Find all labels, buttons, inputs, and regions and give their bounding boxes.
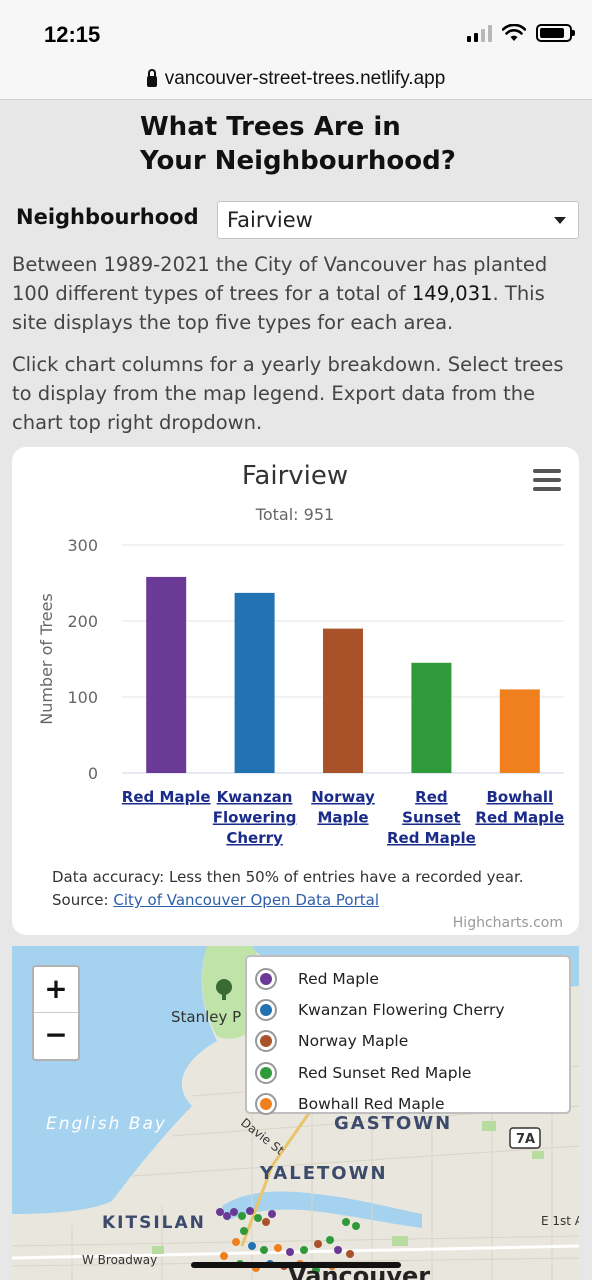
source-link[interactable]: City of Vancouver Open Data Portal: [113, 891, 380, 909]
x-tick-label[interactable]: Cherry: [226, 829, 283, 847]
bar-3: [411, 662, 452, 773]
zoom-out-button[interactable]: −: [44, 1018, 68, 1051]
legend-label: Red Maple: [298, 969, 379, 988]
intro-text-b: . This site displays the top five types …: [12, 282, 545, 334]
map-label-gastown: GASTOWN: [334, 1113, 452, 1134]
x-tick-label[interactable]: Red Maple: [475, 809, 564, 827]
intro-text-a: Between 1989-2021 the City of Vancouver …: [12, 253, 548, 305]
legend-label: Red Sunset Red Maple: [298, 1063, 472, 1082]
bar-1: [234, 592, 275, 773]
legend-item[interactable]: Bowhall Red Maple: [255, 1089, 569, 1120]
legend-radio-icon[interactable]: [255, 1030, 277, 1053]
chart-title: Fairview: [242, 461, 348, 491]
page-title-line-1: What Trees Are in: [140, 112, 401, 142]
map-label-davie-st: Davie St: [238, 1115, 287, 1157]
total-trees-count: 149,031: [411, 282, 493, 305]
x-tick-label[interactable]: Flowering: [213, 809, 297, 827]
x-tick-label[interactable]: Red: [415, 788, 447, 806]
bar-0: [146, 576, 187, 773]
y-tick-label: 300: [67, 536, 98, 555]
x-tick-label[interactable]: Maple: [317, 809, 368, 827]
home-indicator: [191, 1262, 401, 1268]
highcharts-credits[interactable]: Highcharts.com: [452, 915, 563, 931]
status-time: 12:15: [44, 22, 101, 47]
legend-label: Bowhall Red Maple: [298, 1095, 445, 1114]
intro-paragraph: Between 1989-2021 the City of Vancouver …: [12, 250, 582, 337]
legend-item[interactable]: Red Sunset Red Maple: [255, 1057, 569, 1088]
y-tick-label: 0: [88, 764, 98, 783]
map-label-e-1st: E 1st A: [541, 1214, 579, 1228]
address-bar[interactable]: vancouver-street-trees.netlify.app: [0, 62, 592, 100]
battery-icon: [536, 24, 575, 42]
wifi-icon: [502, 24, 526, 41]
legend-item[interactable]: Red Maple: [255, 963, 569, 994]
legend-radio-icon[interactable]: [255, 1093, 277, 1116]
neighbourhood-select-value: Fairview: [227, 208, 313, 232]
dropdown-arrow-icon: [554, 217, 566, 224]
x-tick-label[interactable]: Norway: [311, 788, 375, 806]
page-title-line-2: Your Neighbourhood?: [140, 146, 456, 176]
chart-menu-button[interactable]: [533, 469, 561, 491]
chart-subtitle: Total: 951: [255, 505, 334, 524]
bar-4: [499, 689, 540, 773]
legend-radio-icon[interactable]: [255, 1061, 277, 1084]
bar-chart: Fairview Total: 951 0 100 200 300 Number of Tr…: [37, 461, 564, 847]
y-tick-label: 200: [67, 612, 98, 631]
map-label-w-broadway: W Broadway: [82, 1253, 157, 1267]
legend-radio-icon[interactable]: [255, 967, 277, 990]
neighbourhood-select[interactable]: Fairview: [217, 201, 579, 239]
x-tick-label[interactable]: Red Maple: [122, 788, 211, 806]
legend-item[interactable]: Norway Maple: [255, 1026, 569, 1057]
map-label-kitsilano: KITSILAN: [102, 1213, 206, 1233]
tree-map[interactable]: Stanley P English Bay Davie St GASTOWN Y…: [12, 946, 579, 1280]
x-tick-label[interactable]: Red Maple: [387, 829, 476, 847]
map-label-english-bay: English Bay: [46, 1114, 167, 1134]
chart-card: Fairview Total: 951 0 100 200 300 Number of Tr…: [12, 447, 579, 935]
source-label: Source:: [52, 891, 114, 909]
page-title: What Trees Are in Your Neighbourhood?: [140, 110, 456, 178]
zoom-in-button[interactable]: +: [34, 967, 78, 1013]
legend-label: Norway Maple: [298, 1032, 409, 1051]
status-icons: [467, 24, 575, 42]
data-accuracy-note: Data accuracy: Less then 50% of entries …: [52, 868, 524, 886]
neighbourhood-label: Neighbourhood: [16, 205, 199, 229]
legend-item[interactable]: Kwanzan Flowering Cherry: [255, 994, 569, 1025]
url-text[interactable]: vancouver-street-trees.netlify.app: [164, 68, 446, 89]
x-tick-label[interactable]: Kwanzan: [217, 788, 293, 806]
cellular-signal-icon: [467, 24, 492, 42]
y-tick-label: 100: [67, 688, 98, 707]
source-note: Source: City of Vancouver Open Data Port…: [52, 891, 379, 909]
instructions-paragraph: Click chart columns for a yearly breakdo…: [12, 353, 564, 434]
map-label-yaletown: YALETOWN: [259, 1163, 388, 1184]
legend-radio-icon[interactable]: [255, 999, 277, 1022]
bar-2: [323, 628, 363, 773]
map-label-hwy-7a: 7A: [516, 1132, 535, 1147]
y-axis-label: Number of Trees: [37, 593, 56, 725]
zoom-control: + −: [32, 965, 80, 1061]
status-bar: 12:15: [0, 0, 592, 62]
legend-label: Kwanzan Flowering Cherry: [298, 1001, 505, 1020]
map-label-stanley-park: Stanley P: [171, 1008, 241, 1026]
x-tick-label[interactable]: Sunset: [402, 809, 460, 827]
map-legend: Red Maple Kwanzan Flowering Cherry Norway …: [245, 955, 571, 1116]
x-tick-label[interactable]: Bowhall: [486, 788, 553, 806]
lock-icon: [146, 68, 157, 87]
